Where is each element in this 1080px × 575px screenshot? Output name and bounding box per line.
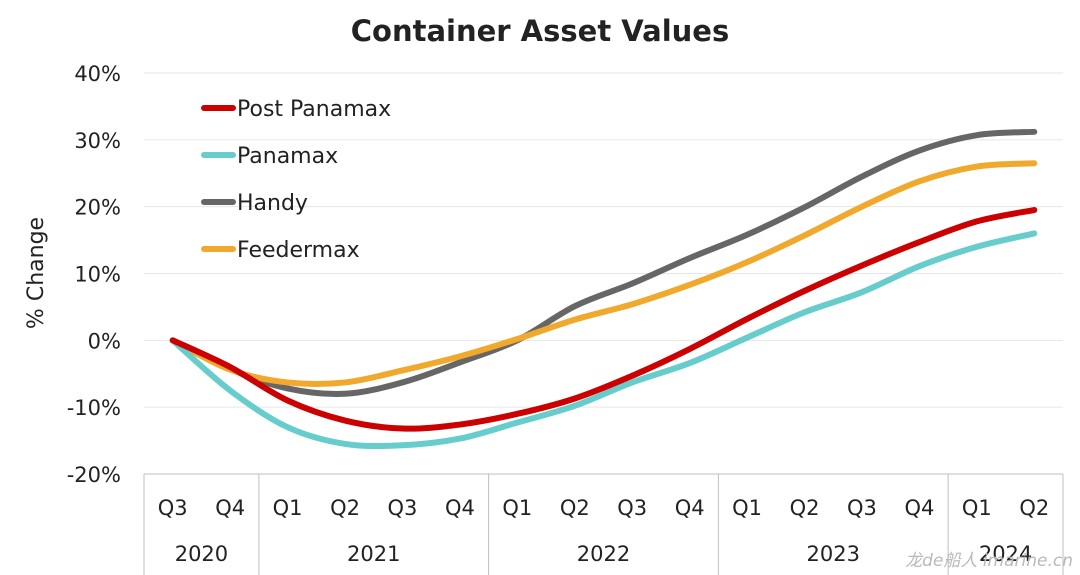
- gridlines: [144, 72, 1063, 475]
- y-tick-label: -20%: [67, 463, 121, 487]
- y-tick-label: -10%: [67, 396, 121, 420]
- x-tick-label: Q2: [330, 496, 360, 520]
- x-tick-label: Q2: [790, 496, 820, 520]
- series-lines: [169, 128, 1038, 450]
- x-tick-label: Q4: [215, 496, 245, 520]
- x-tick-label: Q3: [617, 496, 647, 520]
- year-label: 2022: [577, 542, 630, 566]
- legend-label: Handy: [237, 191, 308, 216]
- year-label: 2024: [979, 542, 1032, 566]
- x-tick-label: Q1: [273, 496, 303, 520]
- year-label: 2023: [807, 542, 860, 566]
- legend: Post Panamax Panamax Handy Feedermax: [201, 97, 391, 263]
- x-tick-label: Q3: [388, 496, 418, 520]
- x-tick-label: Q3: [847, 496, 877, 520]
- y-tick-label: 10%: [74, 263, 121, 287]
- y-axis-ticks: 40% 30% 20% 10% 0% -10% -20%: [67, 62, 121, 487]
- y-tick-label: 0%: [88, 329, 121, 353]
- y-tick-label: 20%: [74, 196, 121, 220]
- x-tick-label: Q4: [675, 496, 705, 520]
- y-axis-label: % Change: [24, 217, 49, 329]
- x-tick-label: Q2: [560, 496, 590, 520]
- year-label: 2020: [175, 542, 228, 566]
- x-tick-label: Q1: [962, 496, 992, 520]
- year-label: 2021: [347, 542, 400, 566]
- chart-title: Container Asset Values: [351, 14, 729, 48]
- series-line-panamax: [169, 230, 1038, 450]
- x-tick-label: Q4: [445, 496, 475, 520]
- x-axis: Q3 Q4 Q1 Q2 Q3 Q4 Q1 Q2 Q3 Q4 Q1 Q2 Q3 Q4 Q1 Q2 2020 2021…: [143, 474, 1064, 575]
- x-tick-label: Q4: [904, 496, 934, 520]
- legend-label: Post Panamax: [237, 97, 391, 122]
- x-tick-label: Q3: [158, 496, 188, 520]
- y-tick-label: 30%: [74, 129, 121, 153]
- series-line-feedermax: [169, 160, 1038, 387]
- series-line-handy: [169, 128, 1038, 398]
- legend-label: Panamax: [237, 144, 338, 169]
- series-line-post-panamax: [169, 207, 1038, 432]
- legend-label: Feedermax: [237, 238, 360, 263]
- x-tick-label: Q2: [1019, 496, 1049, 520]
- y-tick-label: 40%: [74, 62, 121, 86]
- x-tick-label: Q1: [502, 496, 532, 520]
- watermark: 龙de船人 imarine.cn: [905, 551, 1073, 571]
- x-tick-label: Q1: [732, 496, 762, 520]
